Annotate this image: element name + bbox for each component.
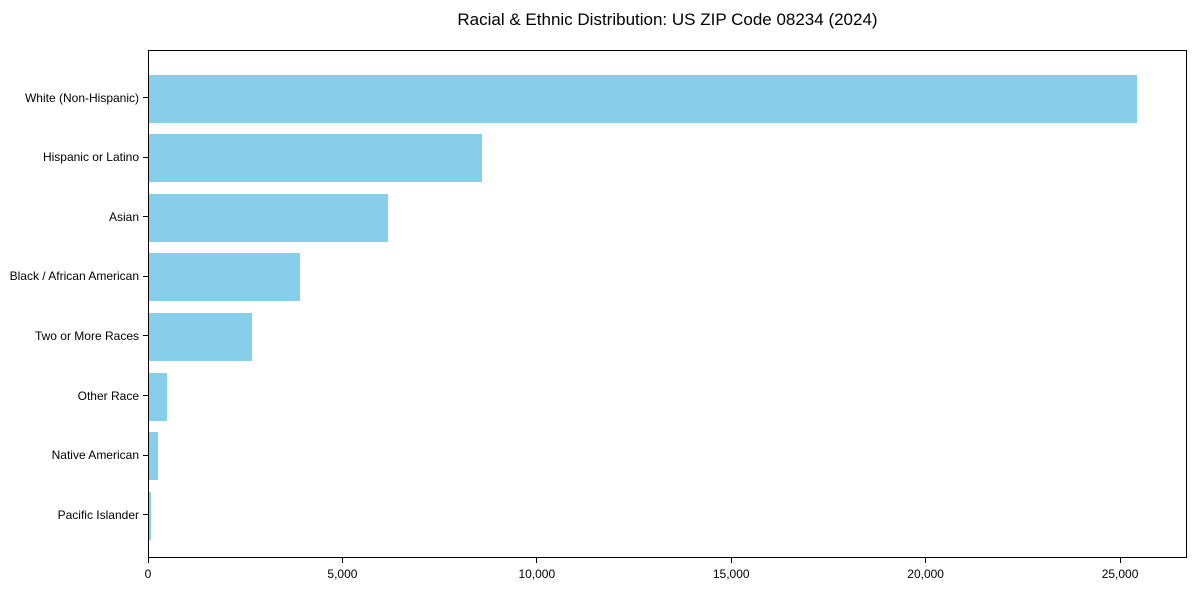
y-tick-label: Pacific Islander [57,507,139,522]
x-tick-mark [341,558,343,563]
chart-title: Racial & Ethnic Distribution: US ZIP Cod… [457,10,878,29]
y-tick-mark [143,97,148,98]
y-tick-mark [143,395,148,396]
y-tick-label: Black / African American [9,269,139,284]
x-tick-label: 15,000 [712,567,750,581]
y-tick-label: Other Race [77,388,139,403]
bar-native-american [149,432,158,481]
bar-black-african-american [149,253,300,302]
plot-area [148,50,1187,558]
x-tick-mark [1119,558,1121,563]
bar-other-race [149,372,167,421]
bar-two-or-more-races [149,312,252,361]
x-tick-label: 25,000 [1101,567,1139,581]
bar-white-non-hispanic [149,74,1137,123]
y-tick-label: White (Non-Hispanic) [24,90,139,105]
x-tick-label: 20,000 [907,567,944,581]
bar-asian [149,193,389,242]
x-tick-mark [536,558,538,563]
x-tick-mark [925,558,927,563]
y-tick-mark [143,514,148,516]
y-tick-mark [143,275,148,277]
y-tick-mark [143,156,148,158]
y-tick-label: Two or More Races [34,328,139,343]
y-tick-mark [143,335,148,337]
y-tick-mark [143,216,148,218]
x-tick-label: 5,000 [327,567,358,581]
x-tick-label: 0 [144,567,152,581]
y-tick-label: Native American [51,448,139,463]
x-tick-label: 10,000 [518,567,556,581]
y-tick-label: Hispanic or Latino [42,150,139,165]
y-tick-mark [143,454,148,456]
x-tick-mark [147,558,149,563]
bar-hispanic-or-latino [149,134,483,183]
bar-pacific-islander [149,491,151,540]
y-tick-label: Asian [108,209,139,224]
x-tick-mark [730,558,732,563]
